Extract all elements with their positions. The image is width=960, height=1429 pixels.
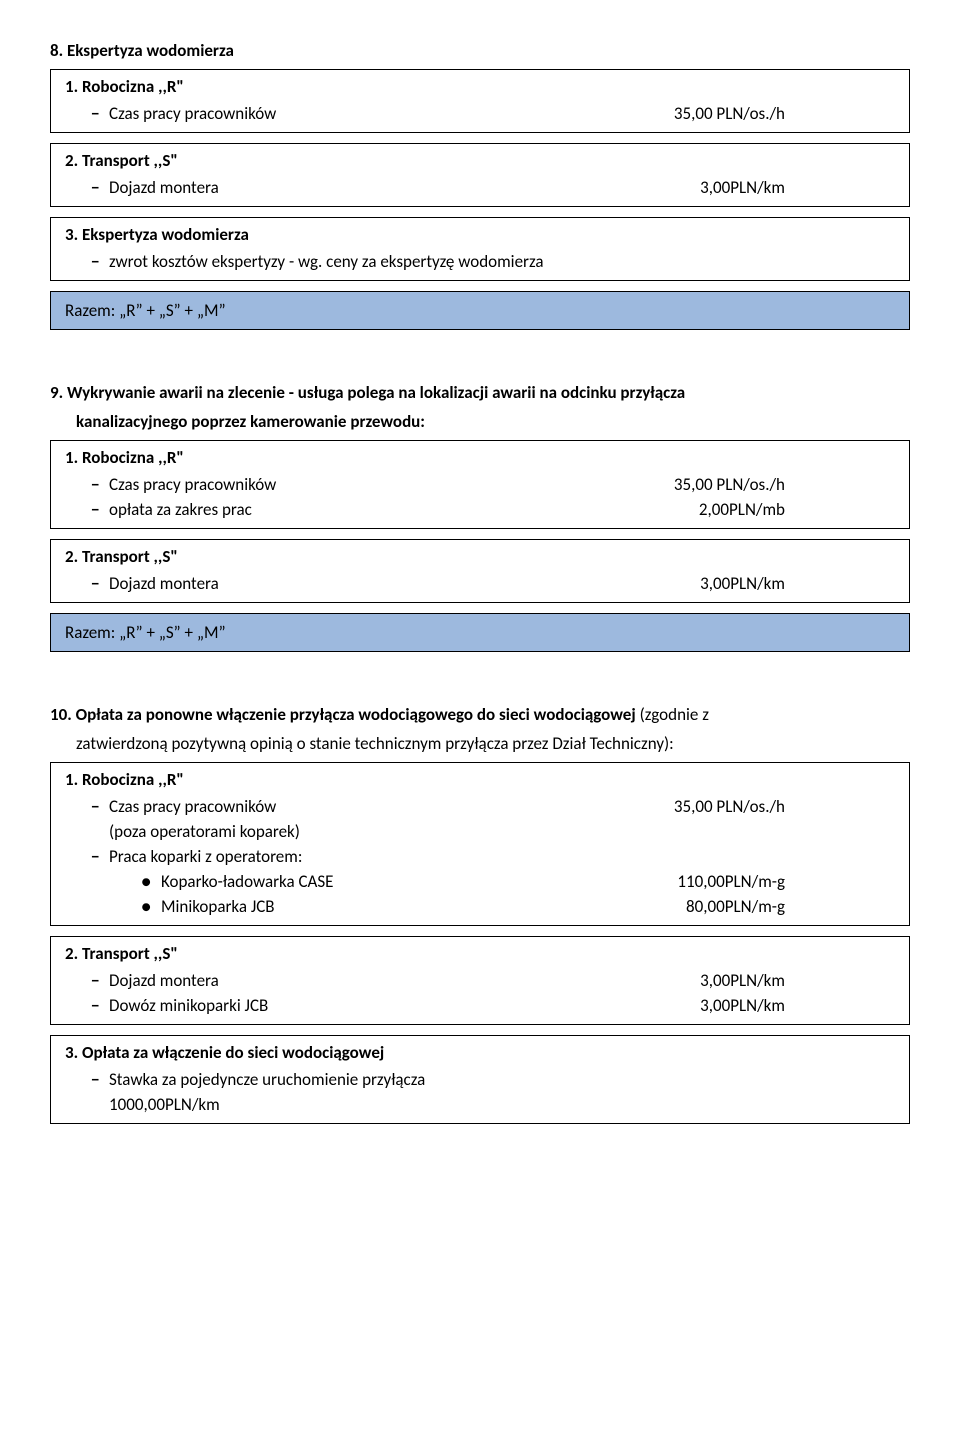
bullet-item: ● Minikoparka JCB 80,00PLN/m-g [51, 894, 909, 919]
item-value: 3,00PLN/km [700, 573, 895, 594]
item-label: Dowóz minikoparki JCB [109, 995, 700, 1016]
item-value: 35,00 PLN/os./h [674, 103, 895, 124]
section-10-title: 10. Opłata za ponowne włączenie przyłącz… [50, 704, 910, 725]
s8-b1-title: 1. Robocizna ,,R" [51, 76, 909, 101]
dash-icon: − [91, 499, 109, 520]
item-value: 2,00PLN/mb [699, 499, 895, 520]
s10-title-norm: (zgodnie z [640, 704, 709, 725]
line-item: − Czas pracy pracowników 35,00 PLN/os./h [51, 472, 909, 497]
line-item: − Dowóz minikoparki JCB 3,00PLN/km [51, 993, 909, 1018]
line-item: − Praca koparki z operatorem: [51, 844, 909, 869]
s10-box-1: 1. Robocizna ,,R" − Czas pracy pracownik… [50, 762, 910, 926]
dash-icon: − [91, 573, 109, 594]
item-value: 3,00PLN/km [700, 970, 895, 991]
section-9-title-cont: kanalizacyjnego poprzez kamerowanie prze… [50, 411, 910, 432]
item-label: Dojazd montera [109, 177, 700, 198]
item-value: 35,00 PLN/os./h [674, 474, 895, 495]
item-value: 35,00 PLN/os./h [674, 796, 895, 817]
item-label: Czas pracy pracowników [109, 474, 674, 495]
s8-razem: Razem: „R” + „S” + „M” [50, 291, 910, 330]
s10-b2-title: 2. Transport ,,S" [51, 943, 909, 968]
item-label: Dojazd montera [109, 573, 700, 594]
line-item: − Dojazd montera 3,00PLN/km [51, 571, 909, 596]
item-label: opłata za zakres prac [109, 499, 699, 520]
s9-b2-title: 2. Transport ,,S" [51, 546, 909, 571]
s8-box-3: 3. Ekspertyza wodomierza − zwrot kosztów… [50, 217, 910, 281]
item-label: Dojazd montera [109, 970, 700, 991]
item-label: Minikoparka JCB [161, 896, 686, 917]
s8-b2-title: 2. Transport ,,S" [51, 150, 909, 175]
s10-b3-title: 3. Opłata za włączenie do sieci wodociąg… [51, 1042, 909, 1067]
item-value: 80,00PLN/m-g [686, 896, 895, 917]
s9-b1-title: 1. Robocizna ,,R" [51, 447, 909, 472]
line-item: − Czas pracy pracowników 35,00 PLN/os./h [51, 794, 909, 819]
dash-icon: − [91, 103, 109, 124]
s8-b3-title: 3. Ekspertyza wodomierza [51, 224, 909, 249]
dash-icon: − [91, 995, 109, 1016]
s8-box-2: 2. Transport ,,S" − Dojazd montera 3,00P… [50, 143, 910, 207]
item-value: 110,00PLN/m-g [677, 871, 895, 892]
item-label: Koparko-ładowarka CASE [161, 871, 677, 892]
s9-box-1: 1. Robocizna ,,R" − Czas pracy pracownik… [50, 440, 910, 529]
section-8-title: 8. Ekspertyza wodomierza [50, 40, 910, 61]
section-10-title-cont: zatwierdzoną pozytywną opinią o stanie t… [50, 733, 910, 754]
s10-b1-title: 1. Robocizna ,,R" [51, 769, 909, 794]
dash-icon: − [91, 846, 109, 867]
s9-box-2: 2. Transport ,,S" − Dojazd montera 3,00P… [50, 539, 910, 603]
s10-box-2: 2. Transport ,,S" − Dojazd montera 3,00P… [50, 936, 910, 1025]
item-value: 3,00PLN/km [700, 177, 895, 198]
s9-razem: Razem: „R” + „S” + „M” [50, 613, 910, 652]
line-item: − opłata za zakres prac 2,00PLN/mb [51, 497, 909, 522]
dash-icon: − [91, 970, 109, 991]
dash-icon: − [91, 177, 109, 198]
item-label: Czas pracy pracowników [109, 796, 674, 817]
item-sublabel: 1000,00PLN/km [51, 1092, 909, 1117]
item-value: 3,00PLN/km [700, 995, 895, 1016]
item-sublabel: (poza operatorami koparek) [51, 819, 909, 844]
line-item: − Dojazd montera 3,00PLN/km [51, 968, 909, 993]
item-label: Stawka za pojedyncze uruchomienie przyłą… [109, 1069, 895, 1090]
s10-box-3: 3. Opłata za włączenie do sieci wodociąg… [50, 1035, 910, 1124]
item-label: zwrot kosztów ekspertyzy - wg. ceny za e… [109, 251, 895, 272]
line-item: − Stawka za pojedyncze uruchomienie przy… [51, 1067, 909, 1092]
line-item: − zwrot kosztów ekspertyzy - wg. ceny za… [51, 249, 909, 274]
section-9-title: 9. Wykrywanie awarii na zlecenie - usług… [50, 382, 910, 403]
s8-box-1: 1. Robocizna ,,R" − Czas pracy pracownik… [50, 69, 910, 133]
dash-icon: − [91, 796, 109, 817]
bullet-icon: ● [141, 896, 161, 917]
line-item: − Dojazd montera 3,00PLN/km [51, 175, 909, 200]
dash-icon: − [91, 474, 109, 495]
line-item: − Czas pracy pracowników 35,00 PLN/os./h [51, 101, 909, 126]
bullet-item: ● Koparko-ładowarka CASE 110,00PLN/m-g [51, 869, 909, 894]
dash-icon: − [91, 251, 109, 272]
dash-icon: − [91, 1069, 109, 1090]
item-label: Praca koparki z operatorem: [109, 846, 895, 867]
item-label: Czas pracy pracowników [109, 103, 674, 124]
bullet-icon: ● [141, 871, 161, 892]
s10-title-bold: 10. Opłata za ponowne włączenie przyłącz… [50, 704, 640, 725]
